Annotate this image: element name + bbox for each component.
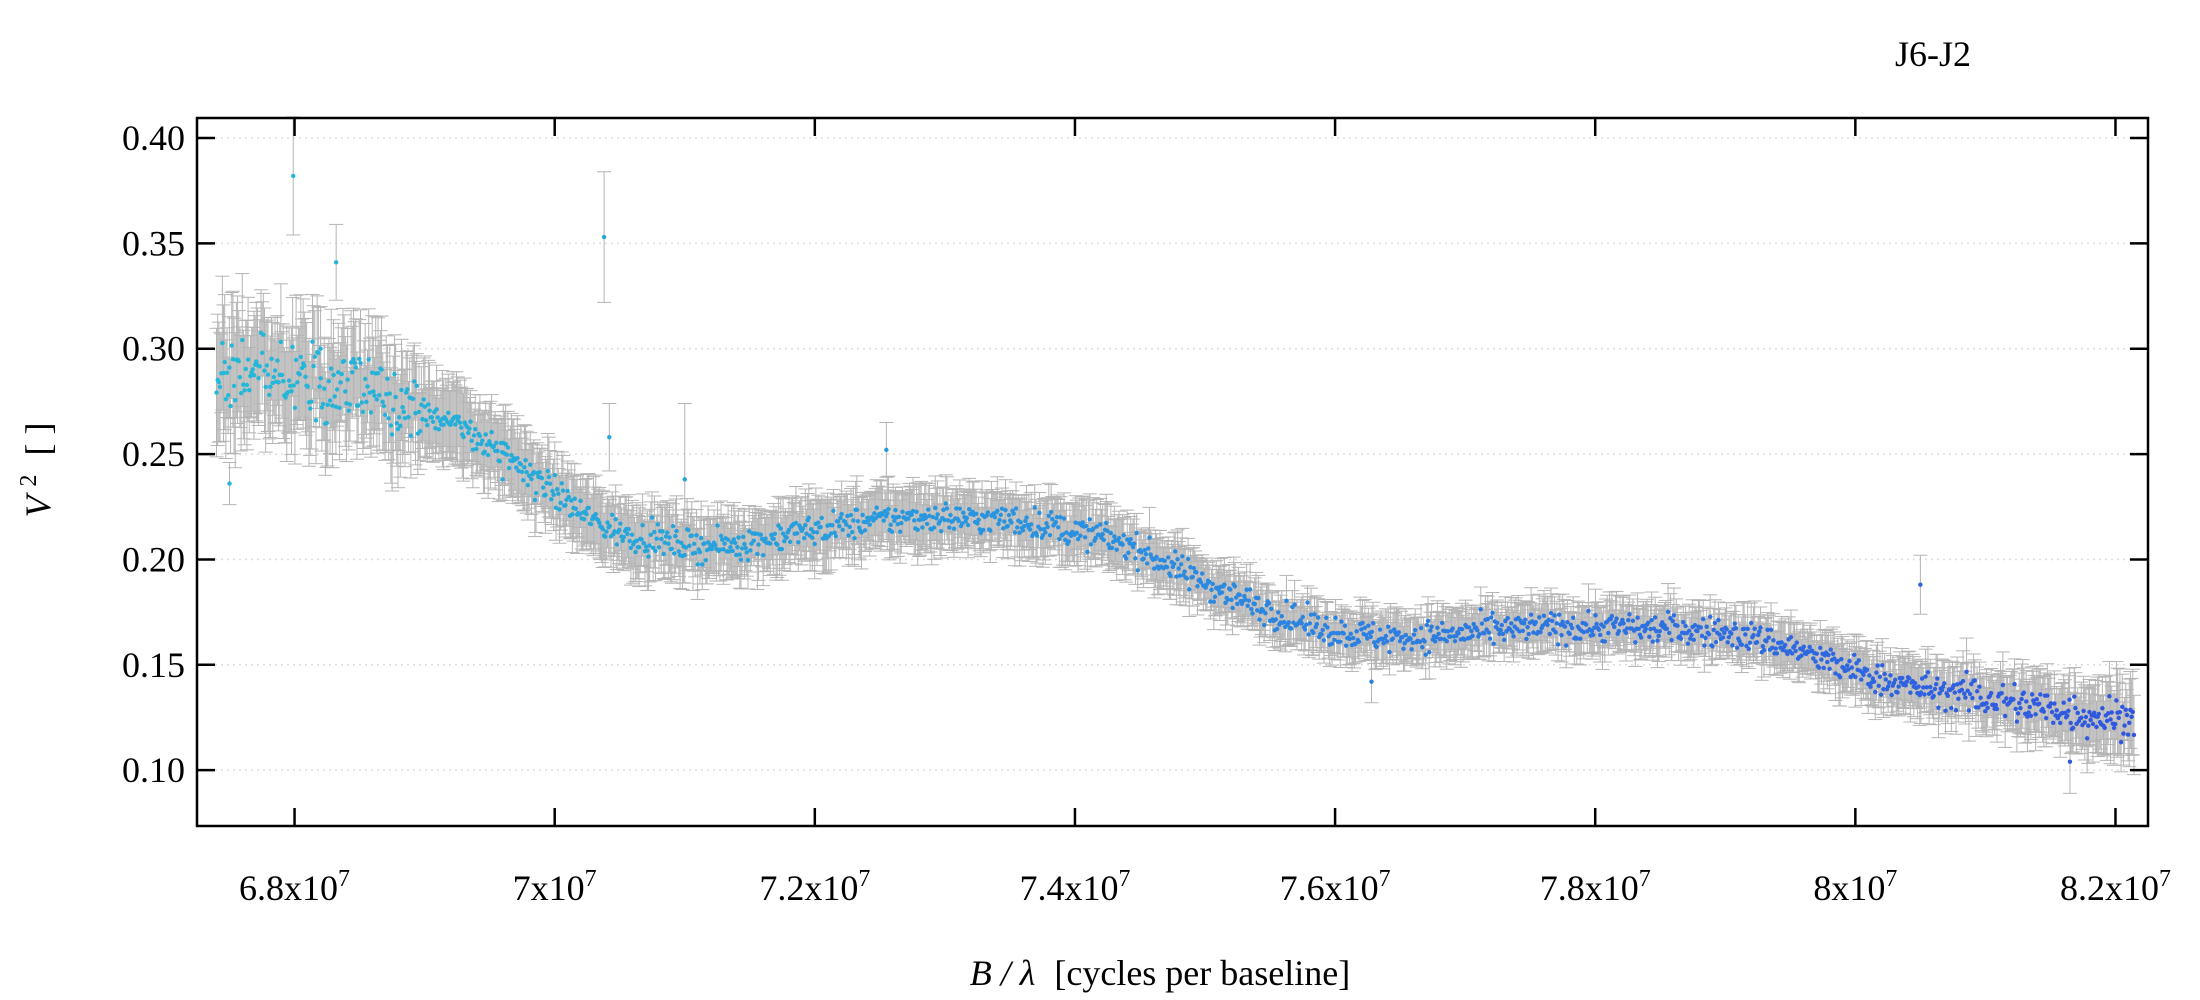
- data-point: [214, 390, 219, 395]
- data-point: [223, 397, 229, 402]
- data-point: [236, 359, 241, 364]
- data-point: [240, 337, 245, 343]
- data-point: [237, 375, 243, 380]
- data-point: [229, 343, 234, 348]
- data-point: [242, 388, 247, 393]
- data-point: [226, 393, 231, 398]
- data-point: [247, 387, 252, 393]
- data-point: [241, 382, 246, 387]
- data-point: [228, 403, 233, 409]
- data-point: [231, 383, 237, 389]
- data-point: [250, 367, 255, 372]
- data-point: [216, 379, 222, 385]
- data-point: [248, 373, 253, 379]
- data-point: [233, 397, 238, 403]
- data-point: [217, 384, 223, 390]
- data-point: [251, 373, 257, 378]
- data-point: [245, 357, 251, 362]
- data-point: [221, 370, 226, 376]
- data-point: [230, 356, 236, 362]
- data-point: [224, 370, 230, 375]
- data-point: [227, 365, 232, 370]
- error-bars: [209, 116, 2141, 794]
- data-point: [243, 366, 248, 372]
- data-point: [222, 359, 227, 365]
- data-point: [220, 340, 225, 346]
- data-point: [254, 359, 259, 364]
- data-point: [244, 382, 250, 388]
- data-points: [214, 173, 2137, 764]
- data-point: [238, 391, 244, 396]
